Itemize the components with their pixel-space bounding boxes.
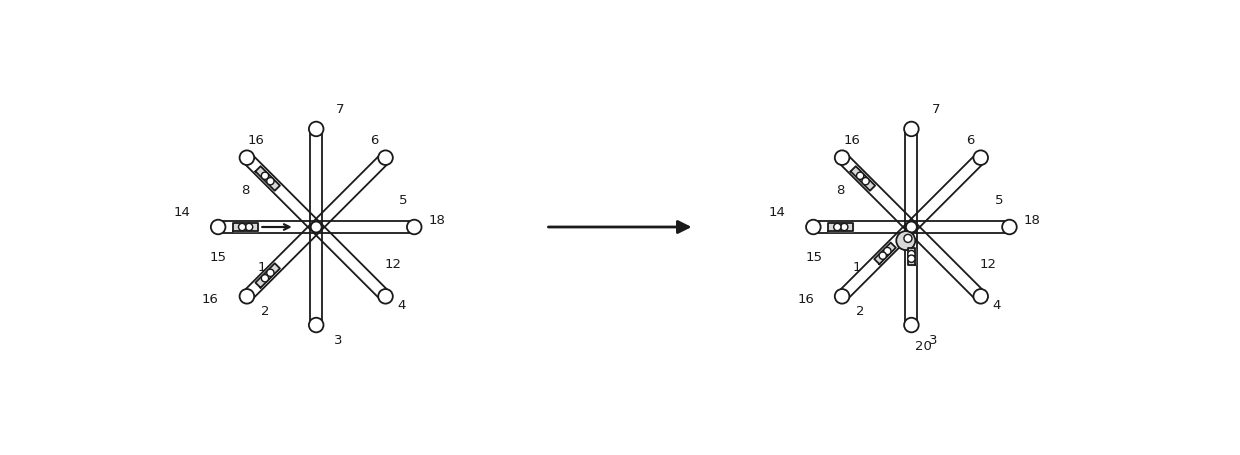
Text: 6: 6 <box>371 134 379 147</box>
Circle shape <box>239 151 254 166</box>
Text: 16: 16 <box>843 134 861 147</box>
Circle shape <box>973 289 988 304</box>
Circle shape <box>806 220 821 235</box>
Circle shape <box>311 222 321 233</box>
Polygon shape <box>255 167 280 191</box>
Text: 18: 18 <box>428 213 445 226</box>
Text: 16: 16 <box>202 292 219 305</box>
Circle shape <box>378 289 393 304</box>
Polygon shape <box>233 224 258 231</box>
Text: 3: 3 <box>930 333 937 346</box>
Circle shape <box>906 222 916 233</box>
Text: 18: 18 <box>1023 213 1040 226</box>
Circle shape <box>841 224 848 231</box>
Circle shape <box>211 220 226 235</box>
Circle shape <box>267 178 274 186</box>
Text: 5: 5 <box>994 193 1003 206</box>
Text: 4: 4 <box>398 298 405 311</box>
Circle shape <box>904 318 919 333</box>
Text: 8: 8 <box>836 184 844 197</box>
Text: 7: 7 <box>336 103 345 116</box>
Text: 14: 14 <box>769 205 785 218</box>
Circle shape <box>897 232 915 251</box>
Circle shape <box>1002 220 1017 235</box>
Text: 2: 2 <box>260 304 269 317</box>
Text: 12: 12 <box>384 257 402 270</box>
Polygon shape <box>851 167 875 191</box>
Circle shape <box>262 173 269 180</box>
Circle shape <box>835 289 849 304</box>
Text: 20: 20 <box>915 339 931 352</box>
Circle shape <box>267 269 274 277</box>
Text: 2: 2 <box>856 304 864 317</box>
Text: 7: 7 <box>931 103 940 116</box>
Text: 6: 6 <box>966 134 975 147</box>
Circle shape <box>262 275 269 282</box>
Circle shape <box>238 224 246 231</box>
Text: 1: 1 <box>853 260 862 273</box>
Text: 4: 4 <box>993 298 1001 311</box>
Circle shape <box>239 289 254 304</box>
Text: 3: 3 <box>335 333 342 346</box>
Text: 14: 14 <box>174 205 190 218</box>
Polygon shape <box>828 224 853 231</box>
Text: 8: 8 <box>241 184 249 197</box>
Polygon shape <box>874 243 895 264</box>
Circle shape <box>246 224 253 231</box>
Circle shape <box>884 248 892 255</box>
Circle shape <box>908 251 915 258</box>
Circle shape <box>835 151 849 166</box>
Polygon shape <box>908 249 915 265</box>
Circle shape <box>908 256 915 263</box>
Polygon shape <box>255 264 280 288</box>
Text: 1: 1 <box>258 260 267 273</box>
Circle shape <box>309 122 324 137</box>
Circle shape <box>973 151 988 166</box>
Text: 16: 16 <box>248 134 265 147</box>
Text: 16: 16 <box>797 292 815 305</box>
Circle shape <box>879 253 887 260</box>
Circle shape <box>378 151 393 166</box>
Text: 15: 15 <box>210 250 227 263</box>
Circle shape <box>904 122 919 137</box>
Text: 15: 15 <box>805 250 822 263</box>
Circle shape <box>857 173 864 180</box>
Circle shape <box>833 224 841 231</box>
Text: 5: 5 <box>399 193 408 206</box>
Text: 12: 12 <box>980 257 997 270</box>
Circle shape <box>309 318 324 333</box>
Circle shape <box>904 235 911 243</box>
Circle shape <box>862 178 869 186</box>
Circle shape <box>407 220 422 235</box>
